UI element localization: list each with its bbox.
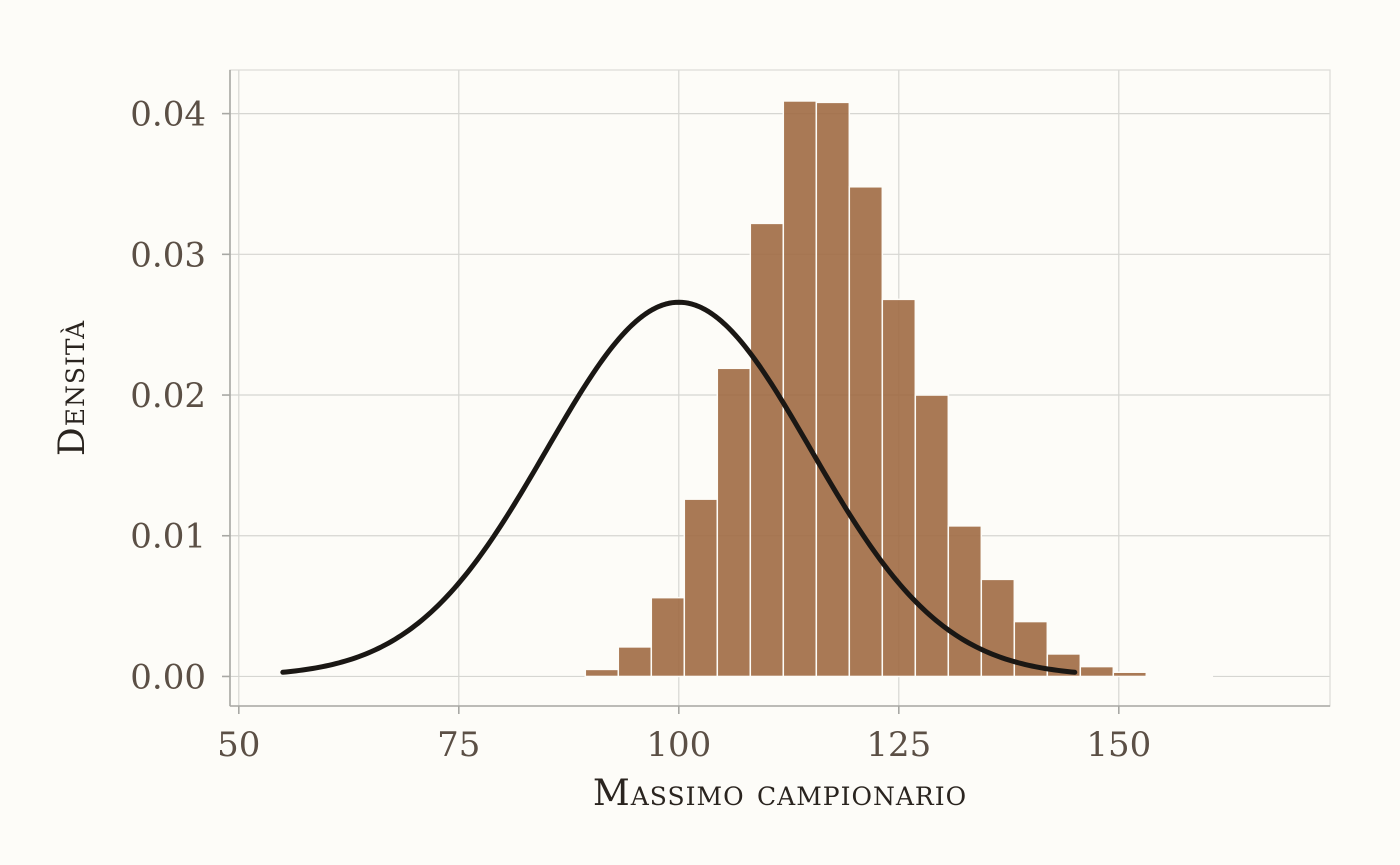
histogram-bar <box>617 646 653 678</box>
histogram-bar <box>1178 674 1214 678</box>
histogram-bar <box>782 100 818 678</box>
histogram-bar <box>683 498 719 678</box>
normal-density-curve <box>280 299 1078 675</box>
y-tick-label: 0.01 <box>130 517 206 557</box>
histogram-bars <box>584 100 1214 678</box>
y-tick-label: 0.02 <box>130 376 206 416</box>
histogram-bar <box>881 298 917 678</box>
density-curve-layer <box>280 299 1078 675</box>
x-tick-label: 125 <box>866 725 931 765</box>
x-tick-label: 75 <box>437 725 480 765</box>
histogram-bar <box>1079 665 1115 678</box>
y-tick-label: 0.00 <box>130 657 206 697</box>
histogram-bar <box>749 222 785 678</box>
x-axis-title: Massimo campionario <box>593 773 967 814</box>
histogram-bar <box>914 394 950 678</box>
histogram-bar <box>1145 674 1181 678</box>
x-tick-label: 150 <box>1086 725 1151 765</box>
histogram-bar <box>650 596 686 678</box>
histogram-bar <box>848 186 884 678</box>
tick-labels: 50 75 100 125 150 0.00 0.01 0.02 0.03 0.04 <box>130 95 1151 765</box>
histogram-bar <box>584 668 620 678</box>
y-axis-title: Densità <box>52 320 93 456</box>
histogram-bar <box>815 101 851 678</box>
y-tick-label: 0.03 <box>130 235 206 275</box>
x-tick-label: 50 <box>217 725 260 765</box>
histogram-bar <box>947 525 983 678</box>
x-tick-label: 100 <box>646 725 711 765</box>
axes <box>222 70 1330 714</box>
histogram-bar <box>716 367 752 678</box>
histogram-bar <box>1112 671 1148 678</box>
y-tick-label: 0.04 <box>130 95 206 135</box>
